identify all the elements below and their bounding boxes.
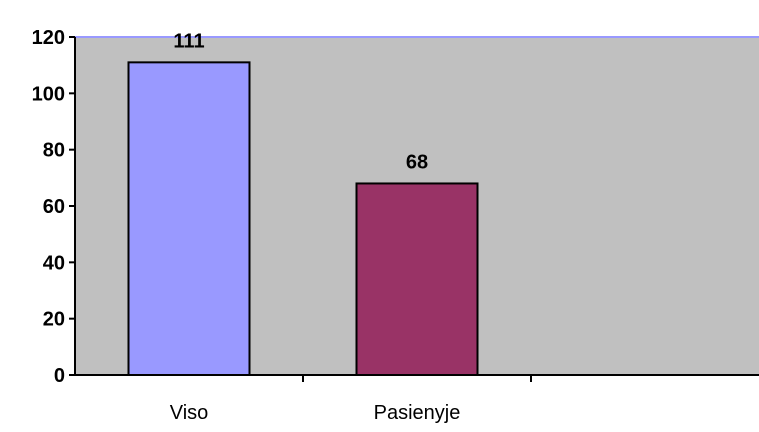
category-label-pasienyje: Pasienyje <box>374 402 461 424</box>
y-tick-label: 60 <box>43 196 65 218</box>
data-label-viso: 111 <box>173 30 204 52</box>
y-tick-label: 40 <box>43 252 65 274</box>
y-tick-label: 100 <box>32 83 65 105</box>
x-axis-ticks <box>302 375 532 382</box>
bar-pasienyje <box>355 182 479 376</box>
bar-viso <box>127 61 251 376</box>
y-tick-label: 0 <box>54 365 65 387</box>
data-labels: 111 68 <box>173 30 428 173</box>
category-label-viso: Viso <box>170 402 209 424</box>
y-tick-label: 80 <box>43 140 65 162</box>
y-tick-label: 20 <box>43 309 65 331</box>
category-labels: Viso Pasienyje <box>170 402 461 424</box>
y-axis-ticks: 0 20 40 60 80 100 120 <box>32 27 75 387</box>
y-tick-label: 120 <box>32 27 65 49</box>
data-label-pasienyje: 68 <box>406 151 428 173</box>
